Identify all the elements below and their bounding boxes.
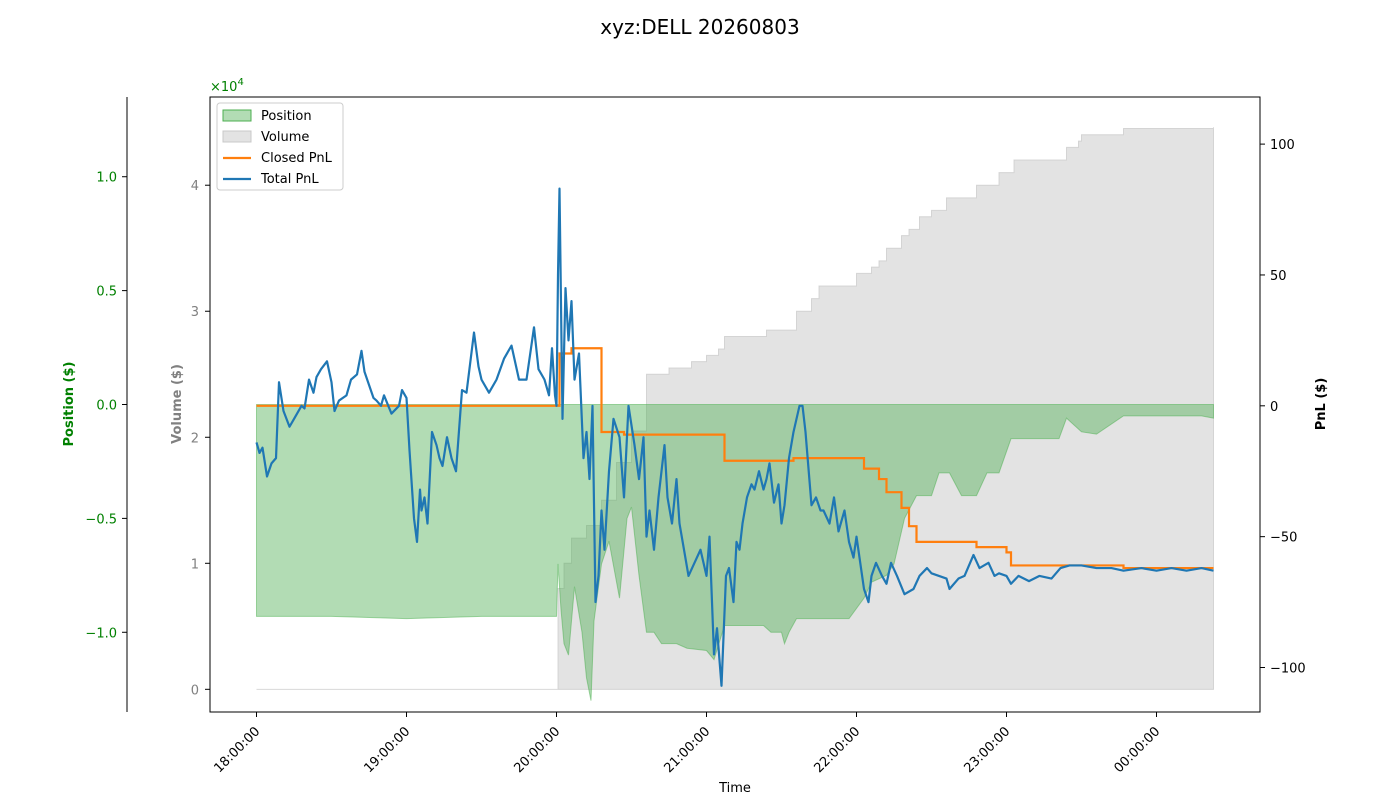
series-closed-pnl — [256, 347, 1214, 570]
position-tick-label: −1.0 — [85, 626, 117, 641]
x-tick-label: 22:00:00 — [811, 724, 863, 776]
volume-axis-label: Volume ($) — [170, 364, 185, 444]
position-tick-label: −0.5 — [85, 512, 117, 527]
pnl-axis-label: PnL ($) — [1314, 378, 1329, 431]
volume-axis-multiplier: ×104 — [210, 77, 244, 95]
legend-label: Position — [261, 109, 312, 124]
multiplier-exponent: 4 — [237, 77, 243, 88]
x-tick-label: 20:00:00 — [511, 724, 563, 776]
x-tick-label: 23:00:00 — [961, 724, 1013, 776]
volume-tick-label: 1 — [191, 557, 199, 572]
plot-frame — [209, 96, 1261, 713]
legend-label: Volume — [261, 130, 309, 145]
x-tick-label: 18:00:00 — [211, 724, 263, 776]
position-tick-label: 0.5 — [96, 285, 117, 300]
pnl-tick-label: 100 — [1270, 138, 1295, 153]
pnl-tick-label: −100 — [1270, 662, 1306, 677]
pnl-tick-label: 50 — [1270, 269, 1287, 284]
x-axis-label: Time — [718, 781, 751, 796]
series-total-pnl — [255, 187, 1214, 687]
legend: Position Volume Closed PnL Total PnL — [216, 102, 344, 191]
volume-tick-label: 3 — [191, 305, 199, 320]
pnl-tick-label: −50 — [1270, 531, 1297, 546]
legend-swatch — [222, 109, 252, 122]
pnl-axis: PnL ($) −100 −50 0 50 100 — [1260, 138, 1329, 677]
volume-tick-label: 0 — [191, 683, 199, 698]
multiplier-base: ×10 — [210, 80, 237, 95]
series-volume-area — [256, 127, 1214, 690]
position-axis-label: Position ($) — [62, 362, 77, 447]
position-axis: Position ($) −1.0 −0.5 0.0 0.5 1.0 — [62, 97, 128, 712]
x-tick-label: 21:00:00 — [661, 724, 713, 776]
position-tick-label: 1.0 — [96, 171, 117, 186]
legend-label: Total PnL — [260, 172, 319, 187]
volume-tick-label: 4 — [191, 179, 199, 194]
total-pnl-line — [255, 187, 1214, 687]
position-tick-label: 0.0 — [96, 399, 117, 414]
chart-title: xyz:DELL 20260803 — [600, 15, 799, 39]
x-axis: Time 18:00:00 19:00:00 20:00:00 21:00:00 22:… — [211, 712, 1163, 796]
x-tick-label: 19:00:00 — [361, 724, 413, 776]
volume-area — [256, 127, 1214, 690]
x-tick-label: 00:00:00 — [1111, 724, 1163, 776]
volume-tick-label: 2 — [191, 431, 199, 446]
legend-swatch — [222, 130, 252, 143]
closed-pnl-line — [256, 347, 1214, 570]
legend-label: Closed PnL — [261, 151, 333, 166]
legend-box — [216, 102, 344, 191]
pnl-tick-label: 0 — [1270, 400, 1278, 415]
